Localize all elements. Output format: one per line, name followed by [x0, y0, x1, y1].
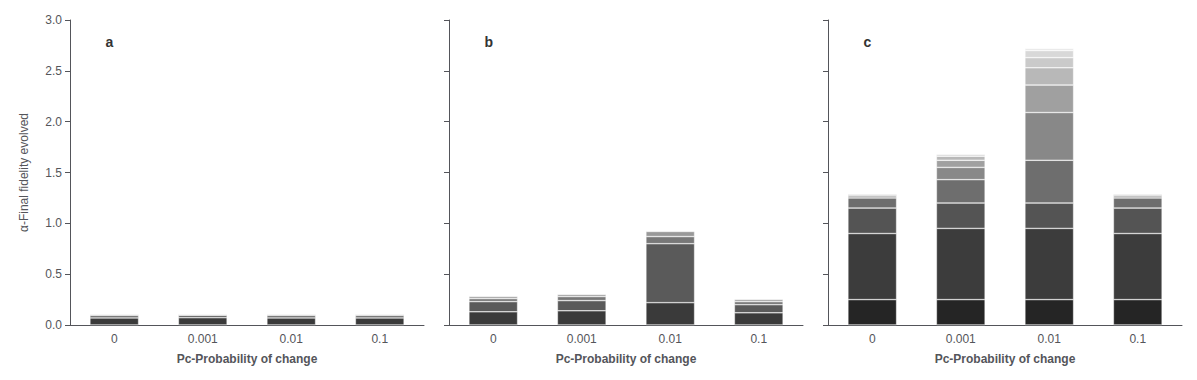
- svg-text:1.5: 1.5: [45, 166, 62, 180]
- svg-text:3.0: 3.0: [45, 13, 62, 27]
- svg-text:0: 0: [111, 332, 118, 346]
- svg-text:0.001: 0.001: [567, 332, 597, 346]
- svg-text:0.1: 0.1: [371, 332, 388, 346]
- svg-text:0.01: 0.01: [659, 332, 683, 346]
- svg-text:c: c: [863, 34, 871, 50]
- svg-text:0.1: 0.1: [750, 332, 767, 346]
- svg-text:a: a: [105, 34, 113, 50]
- svg-text:0.5: 0.5: [45, 267, 62, 281]
- svg-text:2.0: 2.0: [45, 115, 62, 129]
- svg-text:α-Final fidelity evolved: α-Final fidelity evolved: [17, 113, 31, 232]
- svg-text:0.001: 0.001: [946, 332, 976, 346]
- svg-text:0.001: 0.001: [188, 332, 218, 346]
- svg-text:0.01: 0.01: [1038, 332, 1062, 346]
- svg-text:0.01: 0.01: [280, 332, 304, 346]
- svg-text:Pc-Probability of change: Pc-Probability of change: [556, 352, 697, 366]
- svg-text:2.5: 2.5: [45, 64, 62, 78]
- svg-text:Pc-Probability of change: Pc-Probability of change: [935, 352, 1076, 366]
- svg-text:0.1: 0.1: [1129, 332, 1146, 346]
- svg-text:0: 0: [869, 332, 876, 346]
- svg-text:b: b: [484, 34, 493, 50]
- svg-text:0: 0: [490, 332, 497, 346]
- svg-text:1.0: 1.0: [45, 216, 62, 230]
- svg-text:0.0: 0.0: [45, 318, 62, 332]
- svg-text:Pc-Probability of change: Pc-Probability of change: [177, 352, 318, 366]
